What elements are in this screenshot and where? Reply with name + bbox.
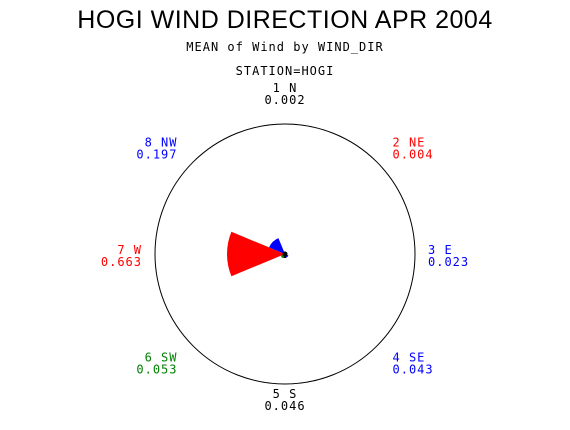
- direction-label-e: 3 E: [428, 243, 453, 257]
- wedge-w: [226, 231, 285, 277]
- direction-label-nw: 8 NW: [145, 136, 178, 150]
- direction-label-sw: 6 SW: [145, 351, 178, 365]
- direction-label-se: 4 SE: [393, 351, 426, 365]
- chart-title: HOGI WIND DIRECTION APR 2004: [77, 6, 493, 34]
- direction-value-n: 0.002: [264, 93, 305, 107]
- direction-value-e: 0.023: [428, 255, 469, 269]
- direction-value-ne: 0.004: [393, 148, 434, 162]
- wedge-group: [226, 231, 289, 277]
- station-label: STATION=HOGI: [235, 64, 335, 78]
- direction-value-se: 0.043: [393, 363, 434, 377]
- center-dot: [282, 251, 288, 257]
- direction-value-nw: 0.197: [136, 148, 177, 162]
- direction-label-ne: 2 NE: [393, 136, 426, 150]
- direction-label-s: 5 S: [273, 387, 298, 401]
- wedge-nw: [269, 238, 285, 254]
- direction-label-w: 7 W: [117, 243, 142, 257]
- direction-label-n: 1 N: [273, 81, 298, 95]
- direction-value-s: 0.046: [264, 399, 305, 413]
- direction-value-w: 0.663: [101, 255, 142, 269]
- chart-subtitle: MEAN of Wind by WIND_DIR: [186, 40, 384, 54]
- outer-circle: [154, 123, 416, 385]
- direction-value-sw: 0.053: [136, 363, 177, 377]
